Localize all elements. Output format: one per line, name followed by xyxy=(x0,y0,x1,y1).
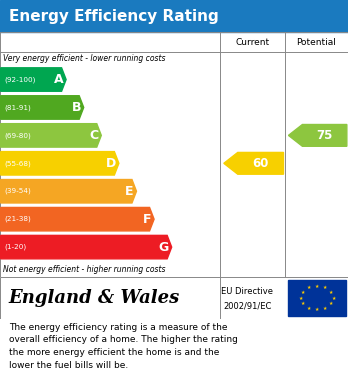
Text: (92-100): (92-100) xyxy=(4,76,35,83)
Text: England & Wales: England & Wales xyxy=(9,289,180,307)
Polygon shape xyxy=(288,124,347,146)
Text: (1-20): (1-20) xyxy=(4,244,26,250)
Text: Energy Efficiency Rating: Energy Efficiency Rating xyxy=(9,9,219,23)
Polygon shape xyxy=(1,152,119,175)
Polygon shape xyxy=(224,152,284,174)
Text: (21-38): (21-38) xyxy=(4,216,31,222)
Text: G: G xyxy=(159,240,169,254)
Text: ★: ★ xyxy=(301,290,305,294)
Text: Potential: Potential xyxy=(296,38,336,47)
Text: ★: ★ xyxy=(307,306,311,311)
Text: 60: 60 xyxy=(252,157,269,170)
Text: ★: ★ xyxy=(315,284,319,289)
Bar xyxy=(288,280,346,316)
Text: ★: ★ xyxy=(323,285,327,290)
Text: Not energy efficient - higher running costs: Not energy efficient - higher running co… xyxy=(3,265,166,274)
Text: Current: Current xyxy=(235,38,269,47)
Polygon shape xyxy=(1,68,66,91)
Text: C: C xyxy=(89,129,98,142)
Text: ★: ★ xyxy=(329,290,333,294)
Text: The energy efficiency rating is a measure of the
overall efficiency of a home. T: The energy efficiency rating is a measur… xyxy=(9,323,238,370)
Polygon shape xyxy=(1,96,84,119)
Text: ★: ★ xyxy=(329,301,333,307)
Text: B: B xyxy=(71,101,81,114)
Text: (39-54): (39-54) xyxy=(4,188,31,194)
Text: F: F xyxy=(143,213,151,226)
Text: (81-91): (81-91) xyxy=(4,104,31,111)
Polygon shape xyxy=(1,179,136,203)
Text: A: A xyxy=(54,73,63,86)
Text: E: E xyxy=(125,185,134,198)
Text: Very energy efficient - lower running costs: Very energy efficient - lower running co… xyxy=(3,54,166,63)
Text: ★: ★ xyxy=(323,306,327,311)
Text: ★: ★ xyxy=(331,296,336,301)
Text: EU Directive: EU Directive xyxy=(221,287,273,296)
Polygon shape xyxy=(1,208,154,231)
Text: 2002/91/EC: 2002/91/EC xyxy=(223,301,271,310)
Text: (55-68): (55-68) xyxy=(4,160,31,167)
Text: (69-80): (69-80) xyxy=(4,132,31,139)
Text: ★: ★ xyxy=(315,307,319,312)
Text: ★: ★ xyxy=(299,296,303,301)
Text: ★: ★ xyxy=(307,285,311,290)
Text: 75: 75 xyxy=(316,129,333,142)
Polygon shape xyxy=(1,124,101,147)
Polygon shape xyxy=(1,235,172,259)
Text: D: D xyxy=(106,157,116,170)
Text: ★: ★ xyxy=(301,301,305,307)
